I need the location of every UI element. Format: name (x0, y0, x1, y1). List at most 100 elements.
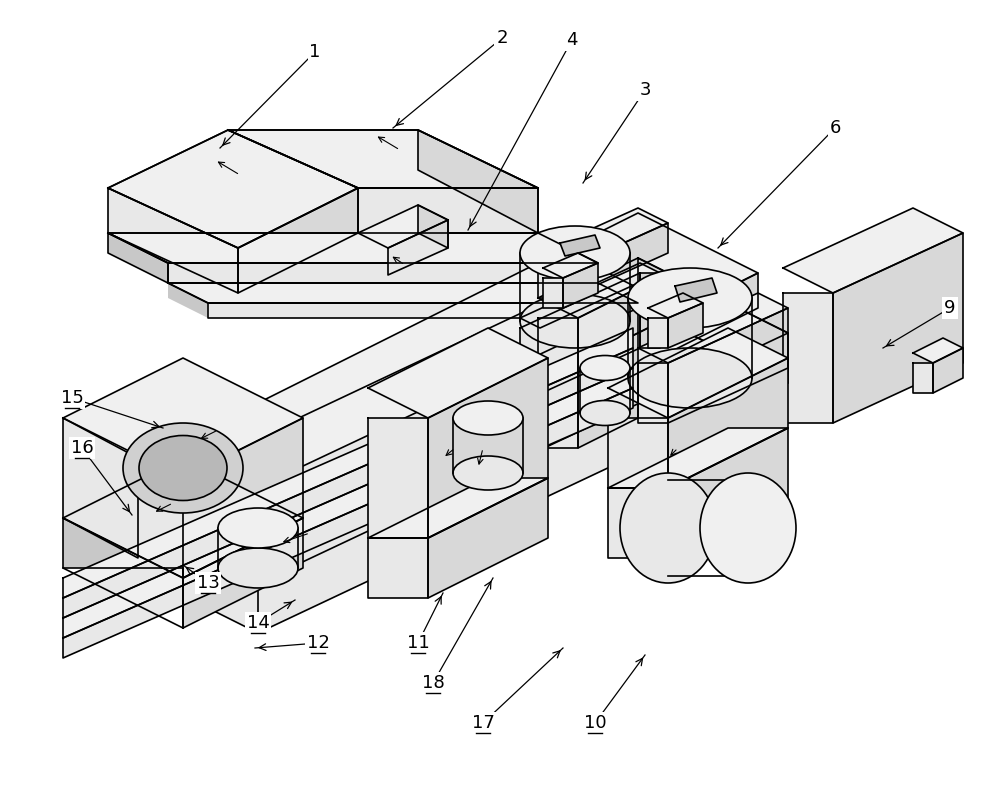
Polygon shape (638, 363, 668, 423)
Text: 3: 3 (639, 81, 651, 99)
Polygon shape (63, 458, 303, 578)
Polygon shape (63, 518, 183, 578)
Polygon shape (598, 283, 638, 318)
Polygon shape (538, 268, 568, 298)
Polygon shape (913, 363, 933, 393)
Ellipse shape (628, 348, 752, 408)
Polygon shape (368, 538, 428, 598)
Polygon shape (358, 205, 448, 248)
Polygon shape (538, 233, 598, 283)
Ellipse shape (453, 456, 523, 490)
Polygon shape (608, 488, 668, 558)
Ellipse shape (580, 400, 630, 425)
Polygon shape (108, 508, 258, 583)
Polygon shape (288, 273, 758, 543)
Text: 12: 12 (307, 634, 329, 652)
Polygon shape (108, 130, 358, 248)
Ellipse shape (580, 356, 630, 381)
Polygon shape (63, 418, 138, 558)
Polygon shape (913, 338, 963, 363)
Polygon shape (63, 368, 633, 638)
Polygon shape (783, 208, 963, 293)
Polygon shape (668, 358, 788, 488)
Ellipse shape (520, 294, 630, 348)
Polygon shape (648, 293, 703, 318)
Polygon shape (638, 258, 788, 383)
Polygon shape (568, 223, 668, 298)
Text: 10: 10 (584, 714, 606, 732)
Polygon shape (543, 253, 598, 278)
Polygon shape (368, 418, 428, 538)
Ellipse shape (453, 401, 523, 435)
Polygon shape (418, 205, 448, 248)
Polygon shape (538, 268, 638, 318)
Polygon shape (608, 328, 788, 418)
Polygon shape (168, 213, 758, 508)
Polygon shape (578, 288, 638, 448)
Polygon shape (640, 273, 660, 348)
Polygon shape (228, 130, 538, 188)
Polygon shape (168, 263, 598, 283)
Text: 18: 18 (422, 674, 444, 692)
Polygon shape (668, 308, 788, 423)
Polygon shape (418, 130, 538, 233)
Ellipse shape (139, 436, 227, 501)
Text: 16: 16 (71, 439, 93, 457)
Polygon shape (933, 348, 963, 393)
Ellipse shape (620, 473, 716, 583)
Polygon shape (183, 418, 303, 578)
Polygon shape (63, 388, 633, 658)
Polygon shape (675, 278, 717, 302)
Polygon shape (183, 518, 303, 628)
Text: 13: 13 (197, 574, 219, 592)
Polygon shape (108, 233, 168, 283)
Polygon shape (63, 518, 138, 568)
Polygon shape (648, 318, 668, 348)
Ellipse shape (123, 423, 243, 513)
Polygon shape (783, 293, 833, 423)
Ellipse shape (520, 226, 630, 280)
Ellipse shape (218, 508, 298, 548)
Polygon shape (560, 235, 600, 256)
Polygon shape (63, 328, 633, 598)
Text: 2: 2 (496, 29, 508, 47)
Polygon shape (168, 283, 208, 318)
Text: 11: 11 (407, 634, 429, 652)
Polygon shape (563, 263, 598, 308)
Polygon shape (208, 303, 638, 318)
Polygon shape (668, 428, 788, 558)
Text: 9: 9 (944, 299, 956, 317)
Polygon shape (368, 328, 548, 418)
Ellipse shape (700, 473, 796, 583)
Polygon shape (668, 303, 703, 348)
Polygon shape (358, 188, 538, 233)
Polygon shape (543, 278, 563, 308)
Polygon shape (63, 458, 258, 558)
Text: 17: 17 (472, 714, 494, 732)
Polygon shape (520, 263, 660, 328)
Polygon shape (238, 188, 358, 293)
Text: 15: 15 (61, 389, 83, 407)
Text: 6: 6 (829, 119, 841, 137)
Ellipse shape (628, 268, 752, 328)
Polygon shape (108, 258, 788, 583)
Polygon shape (63, 358, 303, 478)
Polygon shape (63, 348, 633, 618)
Polygon shape (168, 308, 758, 543)
Text: 14: 14 (247, 614, 269, 632)
Polygon shape (520, 273, 640, 403)
Polygon shape (108, 233, 598, 263)
Polygon shape (108, 188, 238, 293)
Polygon shape (428, 358, 548, 538)
Polygon shape (538, 208, 668, 268)
Text: 1: 1 (309, 43, 321, 61)
Polygon shape (608, 418, 668, 488)
Polygon shape (638, 293, 788, 363)
Polygon shape (388, 220, 448, 275)
Polygon shape (168, 283, 638, 303)
Polygon shape (368, 478, 548, 538)
Polygon shape (108, 308, 788, 633)
Text: 4: 4 (566, 31, 578, 49)
Polygon shape (538, 318, 578, 448)
Polygon shape (608, 428, 788, 488)
